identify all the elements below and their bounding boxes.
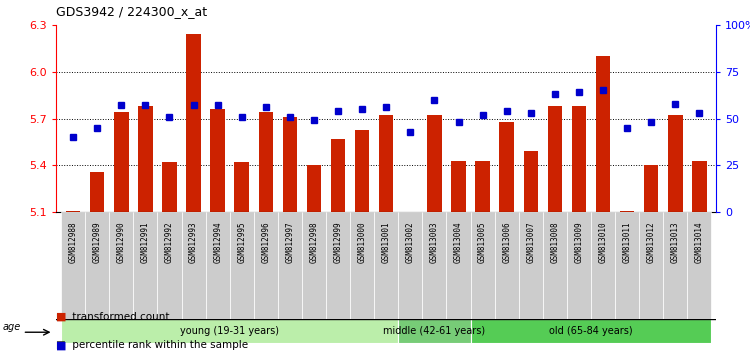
Text: GSM813011: GSM813011 — [622, 221, 632, 263]
Text: GSM813001: GSM813001 — [382, 221, 391, 263]
Bar — [548, 106, 562, 212]
Bar — [470, 319, 712, 343]
Text: old (65-84 years): old (65-84 years) — [549, 326, 633, 336]
Bar — [470, 212, 495, 319]
Bar — [110, 212, 134, 319]
Bar — [422, 212, 446, 319]
Text: GSM813013: GSM813013 — [670, 221, 680, 263]
Bar — [158, 212, 182, 319]
Bar — [452, 161, 466, 212]
Text: GSM812989: GSM812989 — [93, 221, 102, 263]
Text: GSM812992: GSM812992 — [165, 221, 174, 263]
Text: ■: ■ — [56, 312, 67, 322]
Bar — [182, 212, 206, 319]
Bar — [235, 162, 249, 212]
Bar — [543, 212, 567, 319]
Text: ■  percentile rank within the sample: ■ percentile rank within the sample — [56, 341, 248, 350]
Text: GSM813009: GSM813009 — [574, 221, 584, 263]
Text: GSM812993: GSM812993 — [189, 221, 198, 263]
Bar — [162, 162, 177, 212]
Bar — [379, 115, 394, 212]
Bar — [663, 212, 687, 319]
Text: GSM812995: GSM812995 — [237, 221, 246, 263]
Bar — [134, 212, 158, 319]
Bar — [644, 165, 658, 212]
Bar — [259, 112, 273, 212]
Text: GSM812991: GSM812991 — [141, 221, 150, 263]
Text: GSM813006: GSM813006 — [503, 221, 512, 263]
Text: ■  transformed count: ■ transformed count — [56, 312, 170, 322]
Bar — [476, 161, 490, 212]
Bar — [206, 212, 230, 319]
Bar — [61, 319, 398, 343]
Text: GSM812999: GSM812999 — [334, 221, 343, 263]
Text: ■: ■ — [56, 341, 67, 350]
Bar — [692, 161, 706, 212]
Bar — [572, 106, 586, 212]
Bar — [398, 212, 422, 319]
Bar — [254, 212, 278, 319]
Bar — [86, 212, 109, 319]
Bar — [374, 212, 398, 319]
Text: GSM813003: GSM813003 — [430, 221, 439, 263]
Bar — [687, 212, 712, 319]
Text: GSM812997: GSM812997 — [286, 221, 295, 263]
Text: GDS3942 / 224300_x_at: GDS3942 / 224300_x_at — [56, 5, 207, 18]
Bar — [326, 212, 350, 319]
Bar — [519, 212, 543, 319]
Bar — [596, 56, 610, 212]
Bar — [495, 212, 519, 319]
Bar — [567, 212, 591, 319]
Bar — [446, 212, 470, 319]
Bar — [307, 165, 321, 212]
Text: GSM813005: GSM813005 — [478, 221, 487, 263]
Bar — [211, 109, 225, 212]
Bar — [615, 212, 639, 319]
Bar — [66, 211, 80, 212]
Text: GSM812998: GSM812998 — [310, 221, 319, 263]
Text: middle (42-61 years): middle (42-61 years) — [383, 326, 485, 336]
Bar — [230, 212, 254, 319]
Text: GSM812996: GSM812996 — [261, 221, 270, 263]
Text: GSM813010: GSM813010 — [598, 221, 608, 263]
Text: GSM812994: GSM812994 — [213, 221, 222, 263]
Bar — [278, 212, 302, 319]
Bar — [283, 117, 297, 212]
Bar — [591, 212, 615, 319]
Text: age: age — [3, 322, 21, 332]
Bar — [90, 172, 104, 212]
Text: GSM813008: GSM813008 — [550, 221, 560, 263]
Text: young (19-31 years): young (19-31 years) — [180, 326, 279, 336]
Bar — [186, 34, 201, 212]
Bar — [524, 152, 538, 212]
Text: GSM813000: GSM813000 — [358, 221, 367, 263]
Text: GSM812988: GSM812988 — [68, 221, 77, 263]
Text: GSM813012: GSM813012 — [646, 221, 656, 263]
Bar — [398, 319, 470, 343]
Bar — [427, 115, 442, 212]
Bar — [302, 212, 326, 319]
Bar — [61, 212, 86, 319]
Text: GSM813004: GSM813004 — [454, 221, 463, 263]
Bar — [350, 212, 374, 319]
Text: GSM813002: GSM813002 — [406, 221, 415, 263]
Bar — [639, 212, 663, 319]
Bar — [138, 106, 152, 212]
Text: GSM813014: GSM813014 — [695, 221, 704, 263]
Bar — [114, 112, 128, 212]
Bar — [620, 211, 634, 212]
Bar — [331, 139, 345, 212]
Text: GSM812990: GSM812990 — [117, 221, 126, 263]
Bar — [668, 115, 682, 212]
Bar — [500, 122, 514, 212]
Bar — [355, 130, 370, 212]
Text: GSM813007: GSM813007 — [526, 221, 536, 263]
